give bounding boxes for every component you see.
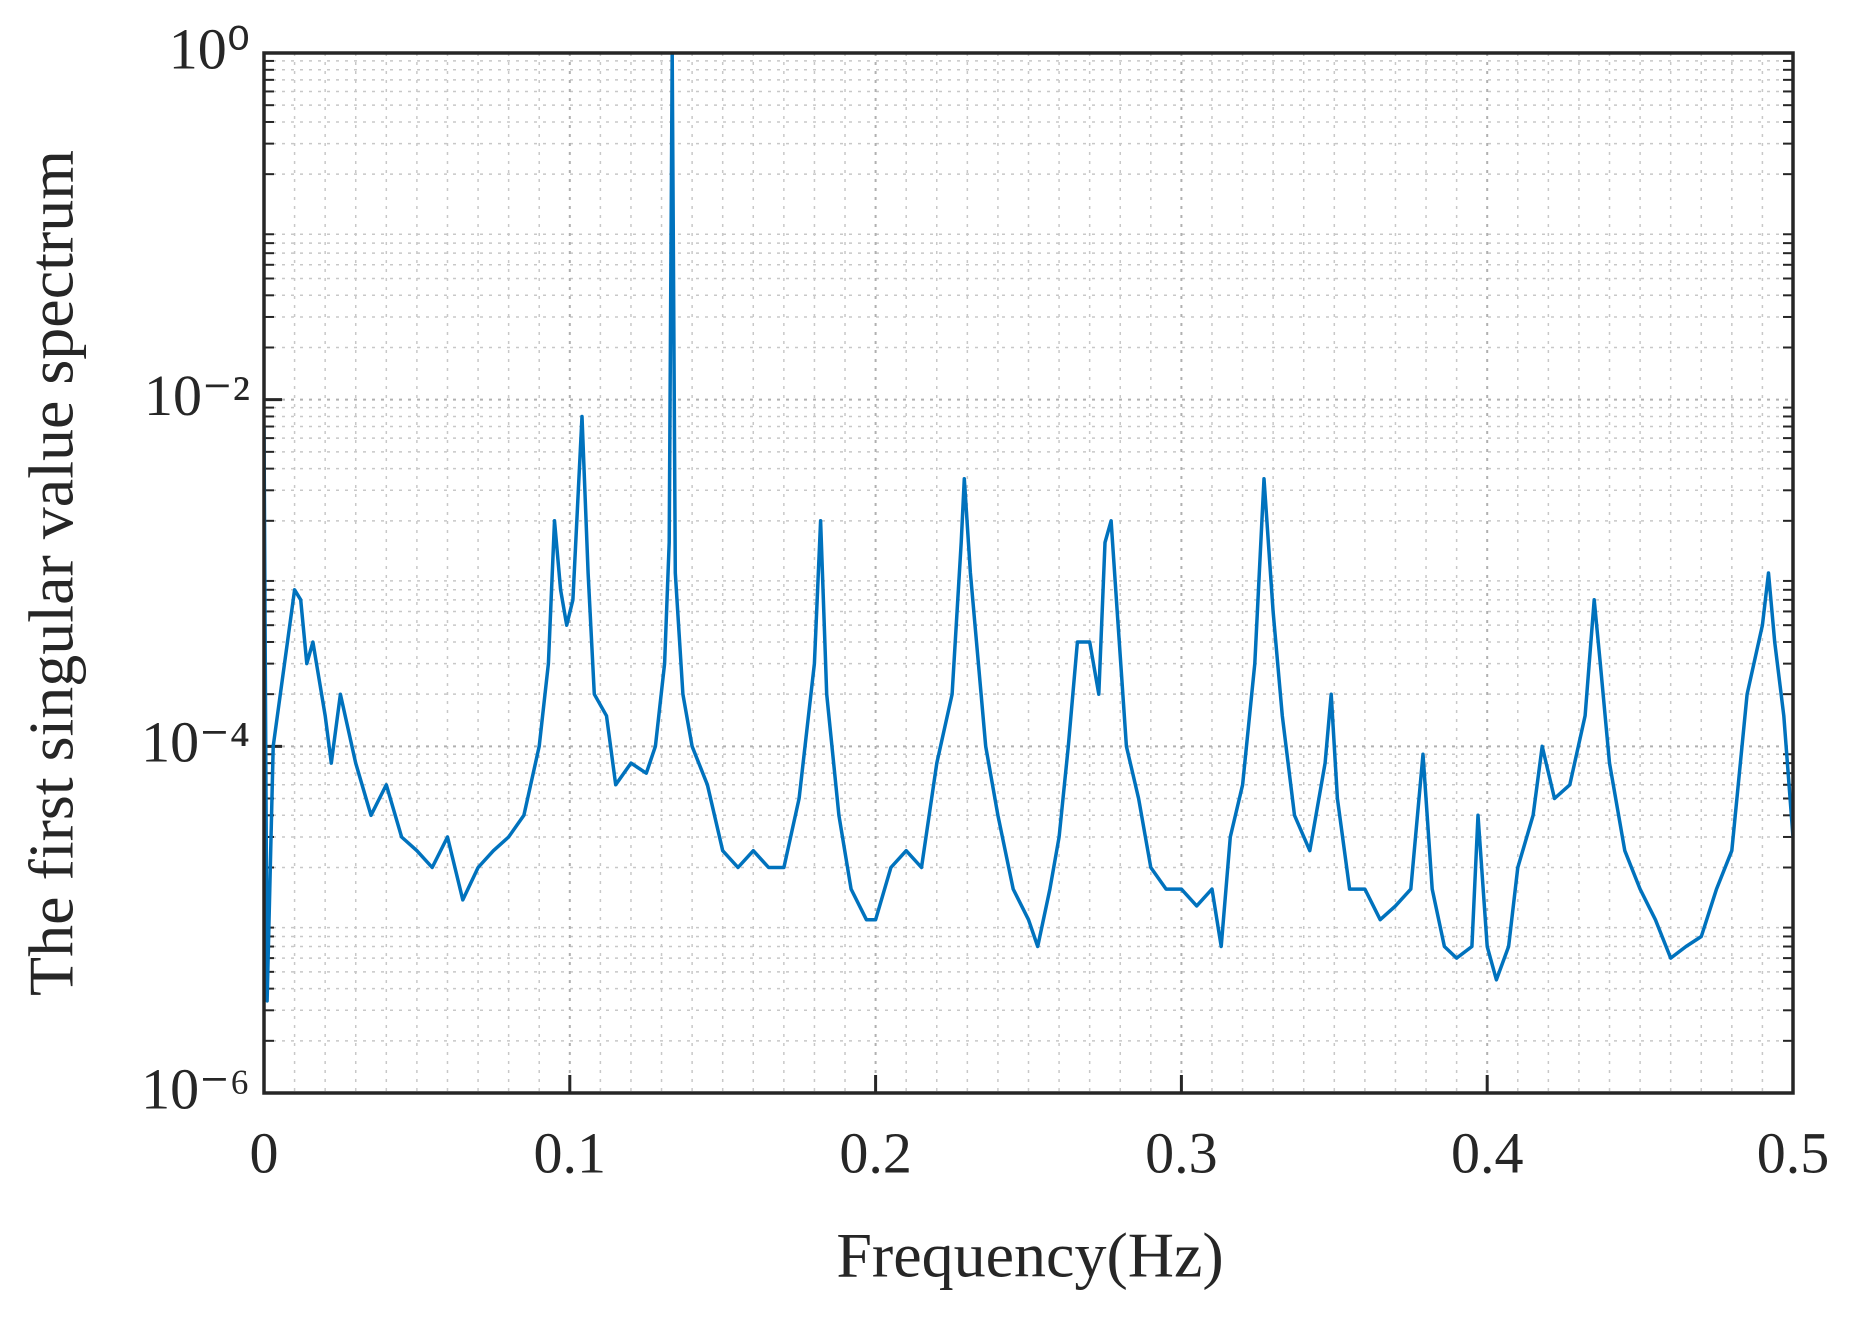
x-axis-label: Frequency(Hz) [836, 1220, 1223, 1291]
x-tick-label: 0.3 [1145, 1120, 1218, 1185]
y-tick-label: 10⁻⁶ [141, 1056, 250, 1121]
x-tick-label: 0.2 [839, 1120, 912, 1185]
y-tick-label: 10⁰ [169, 16, 250, 81]
y-axis-label: The first singular value spectrum [16, 150, 87, 996]
x-tick-label: 0 [250, 1120, 279, 1185]
y-tick-label: 10⁻² [144, 363, 250, 428]
y-tick-label: 10⁻⁴ [141, 710, 250, 775]
x-tick-label: 0.4 [1451, 1120, 1524, 1185]
x-tick-label: 0.5 [1757, 1120, 1830, 1185]
spectrum-line [264, 53, 1793, 1003]
plot-frame [262, 51, 1795, 1095]
x-tick-label: 0.1 [534, 1120, 607, 1185]
